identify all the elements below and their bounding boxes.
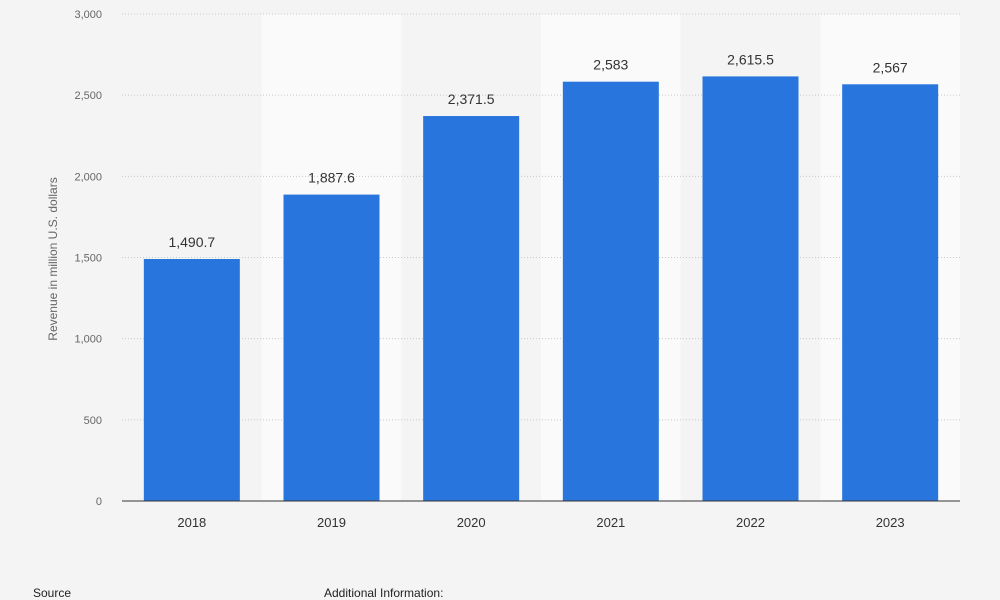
y-axis-ticks: 0 500 1,000 1,500 2,000 2,500 3,000 (74, 9, 102, 508)
x-tick-label: 2019 (317, 515, 346, 530)
data-label-2020: 2,371.5 (448, 91, 495, 107)
data-label-2019: 1,887.6 (308, 170, 355, 186)
data-label-2018: 1,490.7 (168, 234, 215, 250)
bar-2018 (143, 259, 240, 501)
x-tick-label: 2018 (177, 515, 206, 530)
y-tick-label: 500 (84, 415, 102, 427)
source-link[interactable]: Source (33, 586, 72, 600)
y-tick-label: 1,000 (74, 334, 102, 346)
bar-2022 (702, 76, 799, 501)
bar-2021 (562, 81, 659, 502)
data-label-2021: 2,583 (593, 57, 628, 73)
y-tick-label: 1,500 (74, 253, 102, 265)
data-label-2023: 2,567 (873, 59, 908, 75)
bar-chart: 0 500 1,000 1,500 2,000 2,500 3,000 1,490.7 1,8… (46, 9, 960, 530)
bar-2020 (423, 116, 520, 502)
y-tick-label: 0 (96, 496, 102, 508)
y-tick-label: 3,000 (74, 9, 102, 21)
bars (143, 76, 939, 502)
x-tick-label: 2023 (876, 515, 905, 530)
x-tick-label: 2021 (596, 515, 625, 530)
x-tick-label: 2020 (457, 515, 486, 530)
y-tick-label: 2,000 (74, 171, 102, 183)
y-axis-label: Revenue in million U.S. dollars (46, 177, 60, 340)
additional-information-link[interactable]: Additional Information: (324, 586, 444, 600)
bar-2023 (842, 84, 939, 501)
x-tick-label: 2022 (736, 515, 765, 530)
data-label-2022: 2,615.5 (727, 51, 774, 67)
bar-2019 (283, 194, 380, 502)
y-tick-label: 2,500 (74, 90, 102, 102)
data-labels: 1,490.7 1,887.6 2,371.5 2,583 2,615.5 2,567 (168, 51, 907, 250)
x-axis-ticks: 2018 2019 2020 2021 2022 2023 (177, 515, 904, 530)
